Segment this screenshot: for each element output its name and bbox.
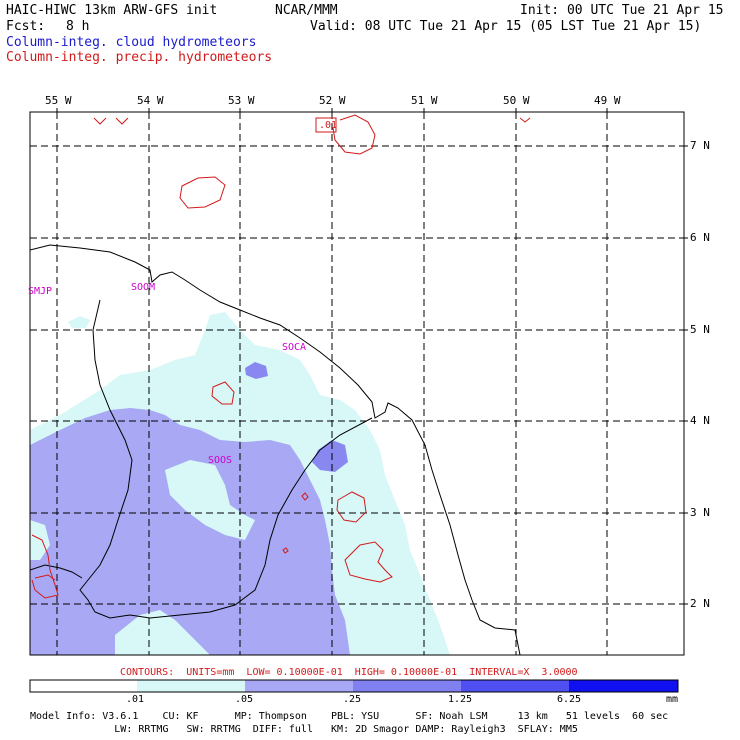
lon-label-52w: 52 W xyxy=(319,94,346,107)
lat-lon-grid xyxy=(30,112,684,655)
colorbar-seg-2 xyxy=(137,680,245,692)
contour-blob-1 xyxy=(179,176,226,209)
colorbar-tick-5: 6.25 xyxy=(557,694,582,705)
border-southwest xyxy=(30,564,83,579)
lon-label-50w: 50 W xyxy=(503,94,530,107)
contour-dot-2 xyxy=(282,547,289,554)
border-west xyxy=(79,299,373,619)
contour-top-left-1 xyxy=(93,117,107,125)
lon-label-54w: 54 W xyxy=(137,94,164,107)
station-soos: SOOS xyxy=(208,455,233,466)
colorbar xyxy=(29,679,679,693)
colorbar-seg-4 xyxy=(353,680,461,692)
cloud-hydrometeor-shading xyxy=(30,312,450,655)
coastline xyxy=(30,244,521,655)
contour-label-box xyxy=(315,117,337,133)
coastlines-borders xyxy=(30,244,521,655)
contour-top-right xyxy=(519,117,531,123)
model-info-line2: LW: RRTMG SW: RRTMG DIFF: full KM: 2D Sm… xyxy=(30,724,578,735)
contours-info: CONTOURS: UNITS=mm LOW= 0.10000E-01 HIGH… xyxy=(120,667,578,678)
lat-label-2n: 2 N xyxy=(690,597,710,610)
contour-top-left-2 xyxy=(115,117,129,125)
contour-blob-4 xyxy=(344,541,393,583)
lon-label-51w: 51 W xyxy=(411,94,438,107)
lat-label-5n: 5 N xyxy=(690,323,710,336)
map-title: HAIC-HIWC 13km ARW-GFS init xyxy=(6,3,218,18)
contour-dot-1 xyxy=(301,492,309,501)
fcst-value: 8 h xyxy=(66,19,90,34)
plot-frame xyxy=(29,111,685,656)
shade-light-bottom xyxy=(115,610,210,655)
lon-label-53w: 53 W xyxy=(228,94,255,107)
shade-lavender xyxy=(30,408,350,655)
colorbar-seg-1 xyxy=(30,680,137,692)
colorbar-frame xyxy=(29,679,679,693)
shade-light-cyan-small xyxy=(68,316,90,328)
model-info-line1: Model Info: V3.6.1 CU: KF MP: Thompson P… xyxy=(30,711,669,722)
colorbar-seg-3 xyxy=(245,680,353,692)
precip-contours xyxy=(31,114,531,599)
org-label: NCAR/MMM xyxy=(275,3,338,18)
contour-label: .01 xyxy=(319,120,338,131)
contour-blob-5 xyxy=(31,534,59,599)
colorbar-tick-1: .01 xyxy=(126,694,145,705)
colorbar-tick-4: 1.25 xyxy=(448,694,473,705)
colorbar-seg-5 xyxy=(461,680,569,692)
contour-top-center xyxy=(332,114,376,155)
field-precip-legend: Column-integ. precip. hydrometeors xyxy=(6,50,273,65)
lat-label-3n: 3 N xyxy=(690,506,710,519)
lon-label-49w: 49 W xyxy=(594,94,621,107)
lat-label-7n: 7 N xyxy=(690,139,710,152)
shade-light-left xyxy=(30,520,50,560)
lat-label-4n: 4 N xyxy=(690,414,710,427)
field-cloud-legend: Column-integ. cloud hydrometeors xyxy=(6,35,257,50)
axis-ticks xyxy=(56,108,688,605)
lat-label-6n: 6 N xyxy=(690,231,710,244)
fcst-label: Fcst: xyxy=(6,19,46,34)
station-smjp: SMJP xyxy=(28,286,53,297)
contour-left-dot xyxy=(34,574,56,581)
station-soom: SOOM xyxy=(131,282,156,293)
valid-time: Valid: 08 UTC Tue 21 Apr 15 (05 LST Tue … xyxy=(310,19,702,34)
lon-label-55w: 55 W xyxy=(45,94,72,107)
station-soca: SOCA xyxy=(282,342,307,353)
contour-blob-2 xyxy=(211,381,235,405)
shade-dark-blob-1 xyxy=(245,362,268,379)
colorbar-tick-3: .25 xyxy=(343,694,362,705)
contour-blob-3 xyxy=(336,491,367,523)
shade-dark-blob-2 xyxy=(312,440,348,472)
colorbar-unit: mm xyxy=(666,694,679,705)
init-time: Init: 00 UTC Tue 21 Apr 15 xyxy=(520,3,724,18)
colorbar-seg-6 xyxy=(569,680,678,692)
shade-light-notch xyxy=(165,460,255,540)
colorbar-tick-2: .05 xyxy=(235,694,254,705)
